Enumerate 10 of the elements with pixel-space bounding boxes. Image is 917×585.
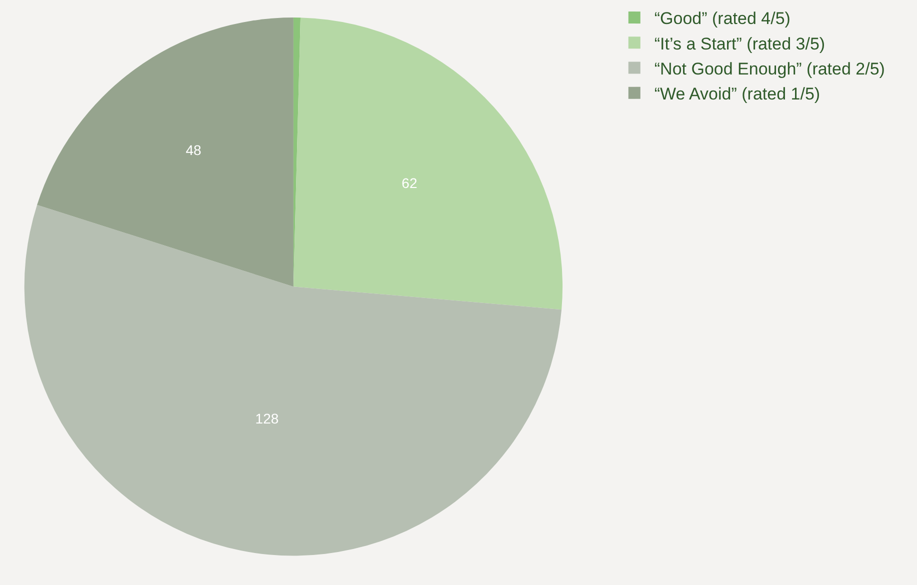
legend-label: “Not Good Enough” (rated 2/5) <box>654 59 885 78</box>
data-label: 48 <box>186 142 202 158</box>
legend-label: “Good” (rated 4/5) <box>654 9 790 28</box>
legend-label: “It’s a Start” (rated 3/5) <box>654 34 826 54</box>
legend-label: “We Avoid” (rated 1/5) <box>654 84 820 104</box>
pie-slice <box>293 18 562 310</box>
data-label: 128 <box>255 410 279 427</box>
pie-slice <box>37 18 294 287</box>
data-label: 62 <box>402 174 418 191</box>
pie-slice <box>24 204 562 556</box>
